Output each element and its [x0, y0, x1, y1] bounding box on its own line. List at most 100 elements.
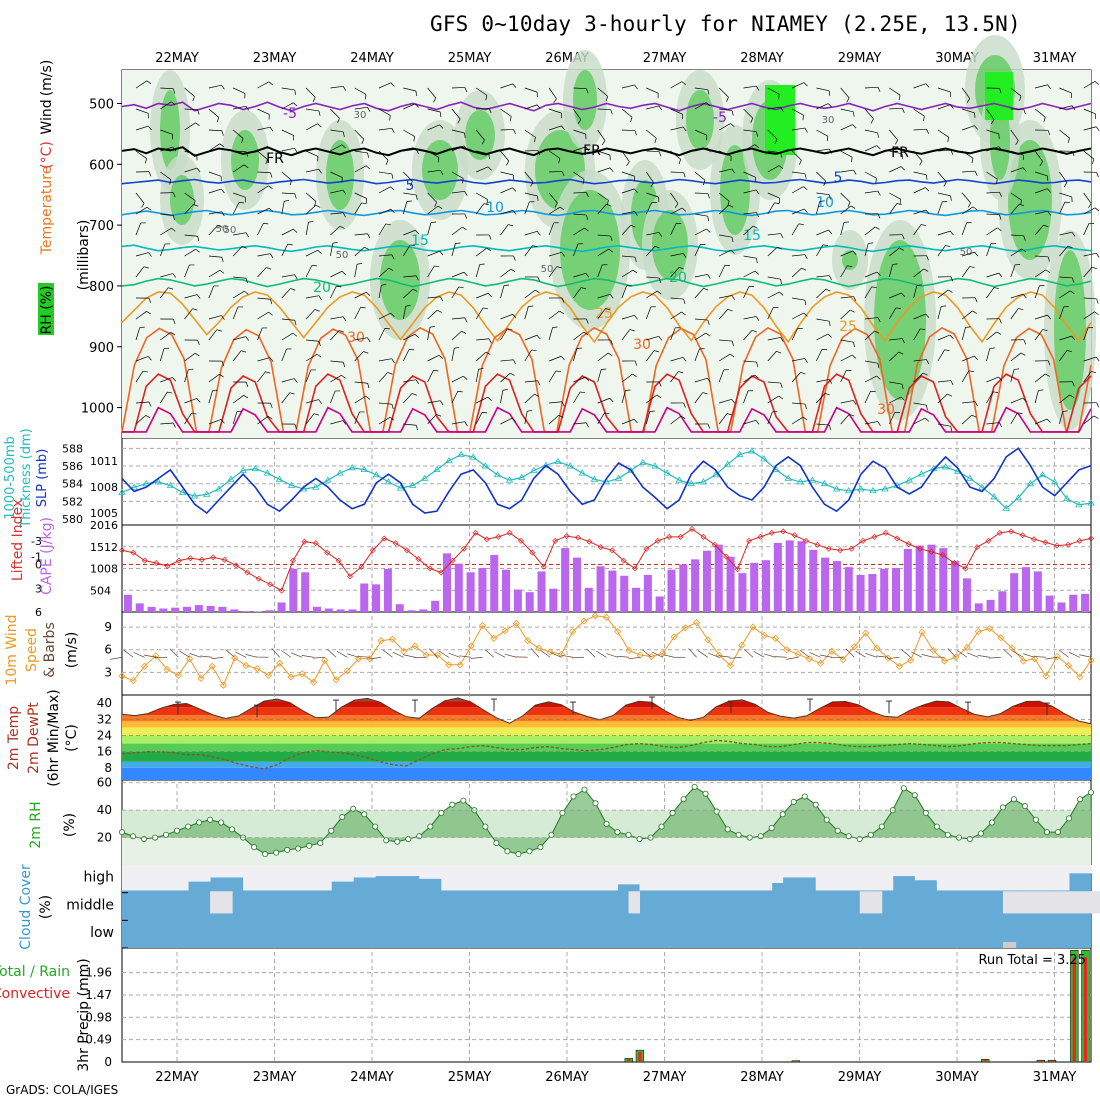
wind-barb-flag: [658, 277, 662, 283]
cape-bar: [667, 569, 676, 612]
wind-barb-flag: [585, 146, 590, 151]
wind-barb-flag: [965, 326, 971, 328]
ytick-label: 504: [90, 584, 111, 597]
wind-barb-flag: [415, 90, 417, 97]
wind-barb-flag: [191, 412, 197, 415]
wind-barb: [208, 269, 221, 278]
wind-barb-flag: [577, 119, 582, 125]
thickness-point: [687, 479, 695, 487]
surface-wind-barb: [820, 654, 832, 658]
wind-barb: [597, 234, 611, 237]
wind-barb-flag: [481, 139, 485, 145]
cloud-high-cell: [298, 865, 310, 891]
wind-barb: [354, 233, 368, 236]
wind-speed-point: [490, 634, 498, 642]
thickness-point: [287, 481, 296, 488]
wind-barb-flag: [870, 118, 874, 124]
wind-barb-flag: [847, 201, 851, 207]
wind-barb: [840, 108, 854, 113]
wind-barb-flag: [315, 204, 321, 208]
lifted-index-point: [244, 569, 251, 576]
wind-barb: [403, 244, 411, 257]
wind10m-label: 10m Wind: [4, 614, 20, 685]
wind-barb: [184, 369, 189, 383]
wind-barb-flag: [463, 145, 468, 150]
cloud-high-cell: [496, 865, 508, 891]
wind-barb-flag: [462, 178, 464, 184]
rh-shade: [1008, 140, 1052, 260]
wind-barb: [330, 108, 340, 119]
date-label-top: 25MAY: [448, 51, 492, 66]
wind-barb-flag: [1020, 352, 1026, 356]
wind-barb-flag: [415, 379, 420, 385]
wind-barb: [233, 150, 247, 153]
wind-barb: [864, 271, 878, 278]
wind-barb: [743, 129, 757, 133]
wind-barb-flag: [949, 104, 954, 109]
ytick-label: 586: [62, 460, 83, 473]
wind-barb-flag: [843, 221, 849, 223]
rh-legend-swatch: [38, 283, 54, 335]
lifted-index-point: [164, 563, 171, 570]
wind-barb-flag: [410, 181, 413, 186]
lifted-index-point: [746, 537, 752, 544]
wind-barb-flag: [1096, 402, 1099, 408]
wind-barb: [743, 374, 755, 383]
wind-barb: [889, 338, 903, 341]
wind-barb: [743, 144, 755, 152]
wind-barb: [791, 328, 799, 341]
wind-barb-flag: [1067, 245, 1073, 249]
wind-barb-flag: [971, 158, 974, 164]
wind-barb-flag: [146, 80, 152, 84]
thickness-point: [760, 455, 768, 462]
wind-barb-flag: [171, 227, 176, 232]
lifted-index-point: [381, 535, 388, 542]
lifted-index-point: [358, 563, 365, 570]
wind-barb: [840, 192, 851, 203]
cloud-high-cell: [507, 865, 519, 891]
wind-barb: [962, 150, 974, 159]
wind-barb: [354, 202, 362, 215]
rh-point: [801, 793, 808, 800]
wind-barb-flag: [999, 88, 1002, 94]
cape-bar: [903, 548, 912, 612]
wind-barb-flag: [968, 370, 974, 372]
thickness-point: [941, 463, 950, 470]
wind-barb-flag: [682, 126, 687, 132]
ytick-label: 1008: [90, 481, 118, 494]
wind-barb-flag: [999, 214, 1002, 220]
wind-barb: [500, 83, 513, 89]
wind-barb: [670, 126, 684, 131]
wind-barb-flag: [509, 372, 515, 376]
wind-barb-flag: [241, 246, 247, 249]
cloud-high-cell: [738, 865, 751, 891]
wind-barb: [475, 412, 483, 425]
wind-barb: [694, 228, 707, 236]
wind-barb-flag: [1092, 266, 1097, 270]
wind-barb-flag: [1047, 256, 1050, 262]
wind-barb-flag: [559, 206, 565, 211]
wind-barb: [160, 273, 173, 278]
wind-barb-flag: [658, 381, 662, 387]
wind-barb: [816, 201, 821, 215]
wind-barb: [184, 412, 192, 425]
cape-bar: [632, 587, 641, 612]
contour-label: 25: [595, 306, 613, 322]
lifted-index-point: [255, 575, 262, 582]
wind-barb-flag: [947, 289, 953, 293]
wind-barb-flag: [950, 276, 954, 282]
wind-barb: [791, 223, 800, 236]
wind-barb: [232, 129, 244, 139]
wind-barb: [305, 123, 318, 131]
wind-barb: [621, 225, 631, 236]
thickness-point: [408, 481, 417, 488]
wind-barb: [1059, 394, 1070, 404]
wind-barb: [986, 243, 992, 257]
wind-barbs: [135, 80, 1100, 432]
cloud-middle-cell: [1057, 891, 1070, 914]
wind-barb-flag: [1017, 412, 1023, 414]
thickness-point: [154, 478, 163, 485]
wind-barb-flag: [610, 235, 613, 241]
wind-barb: [816, 318, 830, 322]
wind-barb-flag: [853, 169, 857, 175]
